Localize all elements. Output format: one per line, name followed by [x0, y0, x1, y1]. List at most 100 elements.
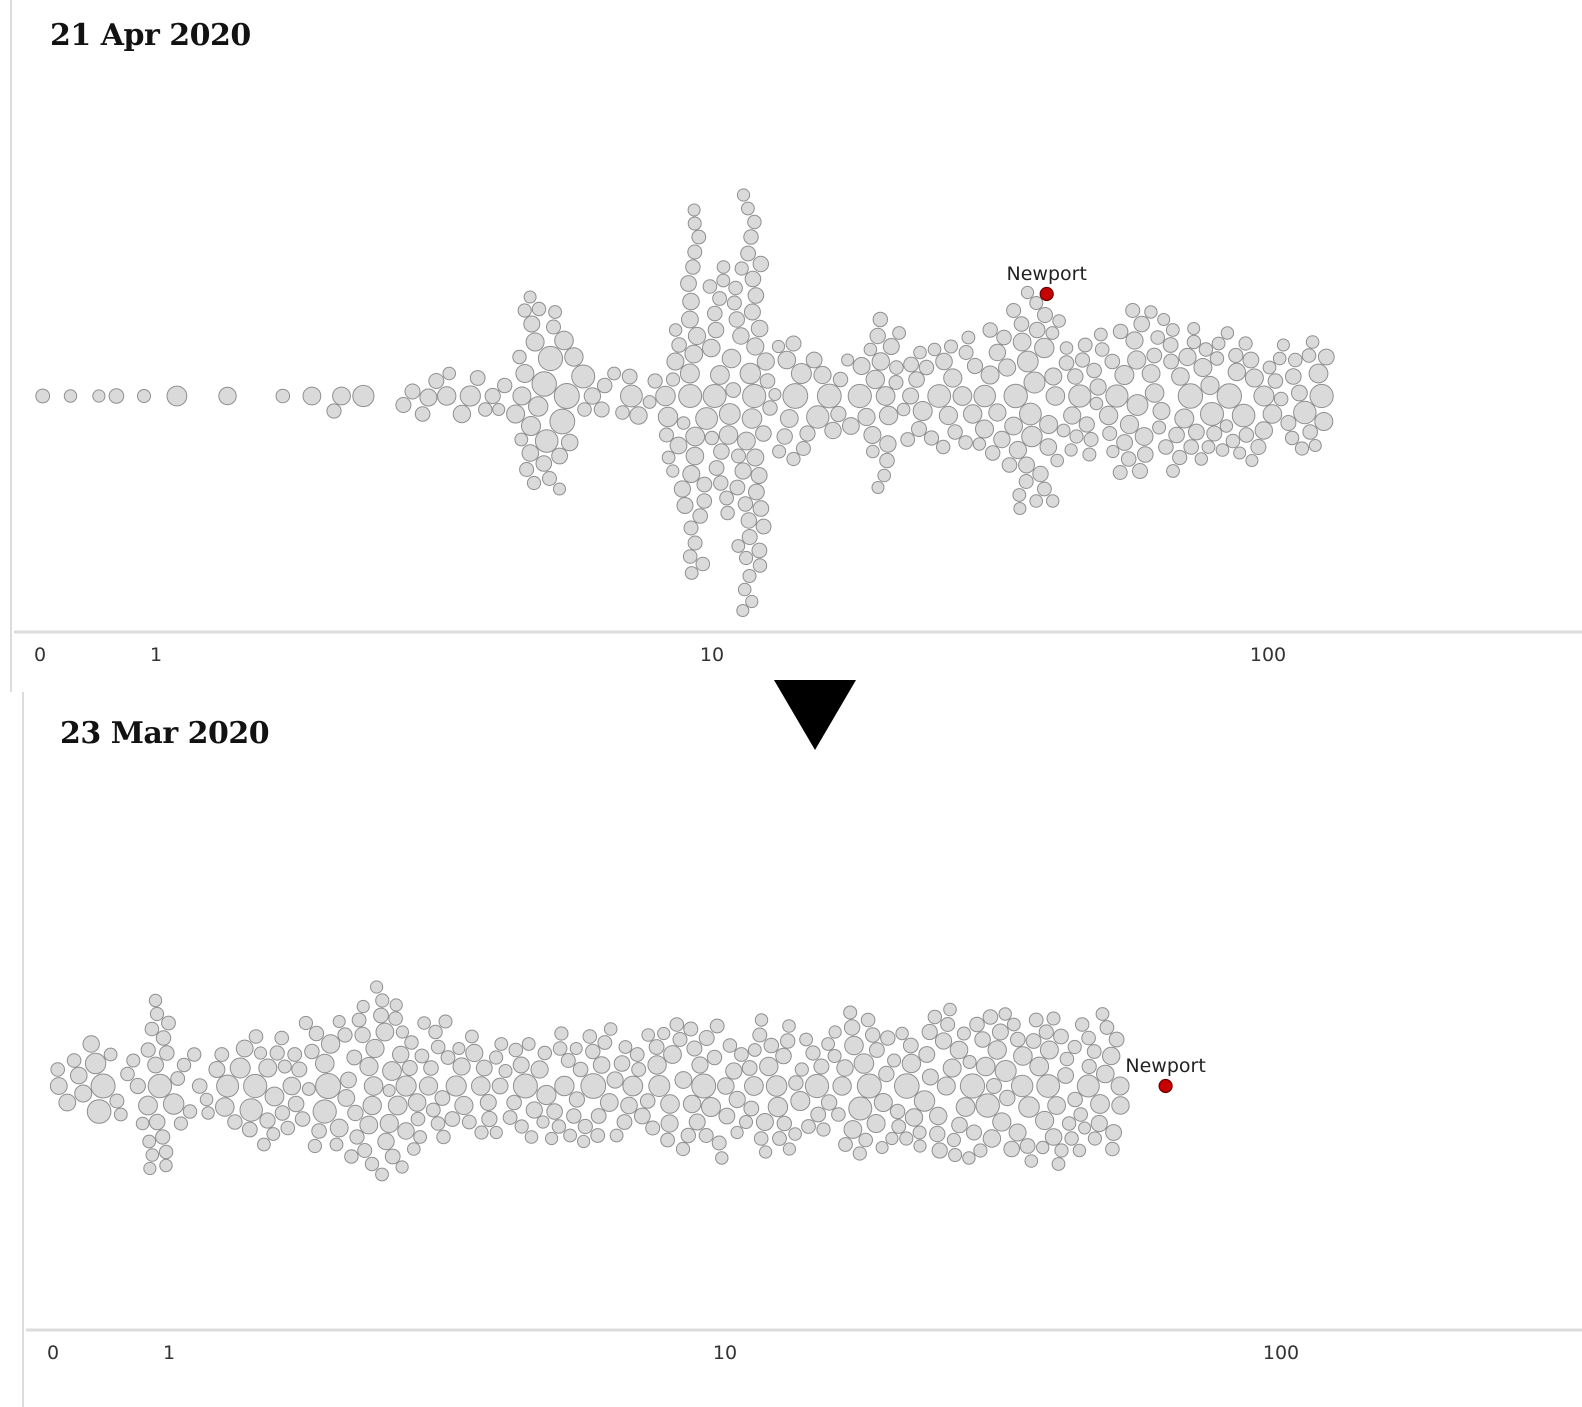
area-bubble[interactable] [407, 1093, 427, 1112]
area-bubble[interactable] [962, 1055, 977, 1069]
area-bubble[interactable] [1105, 384, 1129, 408]
area-bubble[interactable] [1112, 465, 1128, 480]
area-bubble[interactable] [1216, 383, 1243, 409]
area-bubble[interactable] [687, 203, 701, 217]
area-bubble[interactable] [239, 1098, 263, 1122]
area-bubble[interactable] [1035, 1110, 1055, 1131]
area-bubble[interactable] [287, 1047, 303, 1062]
area-bubble[interactable] [1272, 351, 1287, 366]
area-bubble[interactable] [641, 1028, 656, 1042]
area-bubble[interactable] [732, 327, 750, 345]
area-bubble[interactable] [147, 1056, 165, 1074]
area-bubble[interactable] [962, 1151, 976, 1165]
area-bubble[interactable] [1067, 1039, 1082, 1055]
area-bubble[interactable] [751, 542, 768, 559]
area-bubble[interactable] [716, 260, 731, 274]
area-bubble[interactable] [241, 1121, 258, 1138]
area-bubble[interactable] [379, 1113, 399, 1134]
area-bubble[interactable] [1186, 334, 1202, 350]
area-bubble[interactable] [542, 471, 557, 486]
area-bubble[interactable] [158, 1144, 174, 1160]
area-bubble[interactable] [201, 1106, 215, 1120]
area-bubble[interactable] [923, 430, 940, 446]
area-bubble[interactable] [986, 1078, 1002, 1094]
area-bubble[interactable] [740, 245, 756, 262]
area-bubble[interactable] [1280, 415, 1297, 431]
area-bubble[interactable] [397, 1122, 415, 1140]
area-bubble[interactable] [609, 1128, 624, 1143]
area-bubble[interactable] [357, 1143, 373, 1158]
area-bubble[interactable] [515, 364, 535, 383]
area-bubble[interactable] [993, 430, 1011, 449]
area-bubble[interactable] [1112, 323, 1129, 340]
area-bubble[interactable] [58, 1093, 77, 1112]
area-bubble[interactable] [489, 1050, 504, 1065]
area-bubble[interactable] [423, 1060, 439, 1076]
area-bubble[interactable] [1171, 367, 1190, 386]
area-bubble[interactable] [741, 408, 763, 429]
area-bubble[interactable] [248, 1029, 264, 1044]
area-bubble[interactable] [713, 475, 729, 491]
area-bubble[interactable] [742, 569, 757, 583]
area-bubble[interactable] [560, 1053, 576, 1068]
area-bubble[interactable] [663, 1045, 682, 1064]
area-bubble[interactable] [730, 1125, 744, 1140]
area-bubble[interactable] [768, 388, 782, 401]
area-bubble[interactable] [901, 1053, 922, 1074]
area-bubble[interactable] [583, 387, 602, 405]
area-bubble[interactable] [1082, 447, 1097, 462]
area-bubble[interactable] [713, 443, 730, 460]
area-bubble[interactable] [311, 1123, 327, 1139]
area-bubble[interactable] [1039, 1040, 1059, 1060]
area-bubble[interactable] [199, 1092, 214, 1107]
area-bubble[interactable] [506, 1094, 522, 1111]
area-bubble[interactable] [103, 1047, 118, 1062]
area-bubble[interactable] [742, 383, 767, 409]
area-bubble[interactable] [349, 1129, 365, 1145]
area-bubble[interactable] [1074, 352, 1091, 368]
area-bubble[interactable] [401, 1060, 418, 1076]
area-bubble[interactable] [1090, 1094, 1110, 1114]
area-bubble[interactable] [442, 366, 457, 381]
area-bubble[interactable] [521, 416, 541, 436]
area-bubble[interactable] [831, 1107, 846, 1122]
area-bubble[interactable] [1137, 446, 1154, 463]
area-bubble[interactable] [1024, 1154, 1039, 1168]
area-bubble[interactable] [716, 273, 731, 288]
area-bubble[interactable] [879, 435, 897, 453]
area-bubble[interactable] [776, 1115, 792, 1132]
area-bubble[interactable] [631, 1062, 647, 1077]
area-bubble[interactable] [1028, 1012, 1044, 1028]
area-bubble[interactable] [788, 1075, 804, 1091]
area-bubble[interactable] [1008, 440, 1028, 460]
area-bubble[interactable] [1053, 1028, 1069, 1045]
area-bubble[interactable] [895, 1026, 909, 1041]
area-bubble[interactable] [1158, 439, 1174, 455]
area-bubble[interactable] [596, 377, 613, 394]
area-bubble[interactable] [1061, 1116, 1077, 1131]
area-bubble[interactable] [512, 349, 527, 365]
area-bubble[interactable] [722, 1038, 738, 1053]
area-bubble[interactable] [1003, 1140, 1021, 1158]
area-bubble[interactable] [359, 1115, 379, 1135]
area-bubble[interactable] [425, 1102, 441, 1118]
area-bubble[interactable] [563, 1128, 577, 1143]
area-bubble[interactable] [741, 529, 758, 545]
area-bubble[interactable] [737, 496, 754, 512]
area-bubble[interactable] [585, 1043, 601, 1060]
area-bubble[interactable] [820, 1094, 838, 1111]
area-bubble[interactable] [869, 327, 886, 345]
area-bubble[interactable] [407, 1142, 421, 1156]
area-bubble[interactable] [430, 1116, 446, 1131]
area-bubble[interactable] [606, 1071, 624, 1089]
area-bubble[interactable] [282, 1076, 302, 1096]
area-bubble[interactable] [347, 1104, 364, 1122]
area-bubble[interactable] [618, 1040, 633, 1054]
area-bubble[interactable] [1245, 454, 1259, 467]
area-bubble[interactable] [1038, 1024, 1054, 1040]
area-bubble[interactable] [696, 493, 713, 509]
area-bubble[interactable] [688, 1113, 706, 1131]
area-bubble[interactable] [958, 345, 974, 360]
area-bubble[interactable] [963, 404, 983, 424]
area-bubble[interactable] [750, 467, 768, 484]
